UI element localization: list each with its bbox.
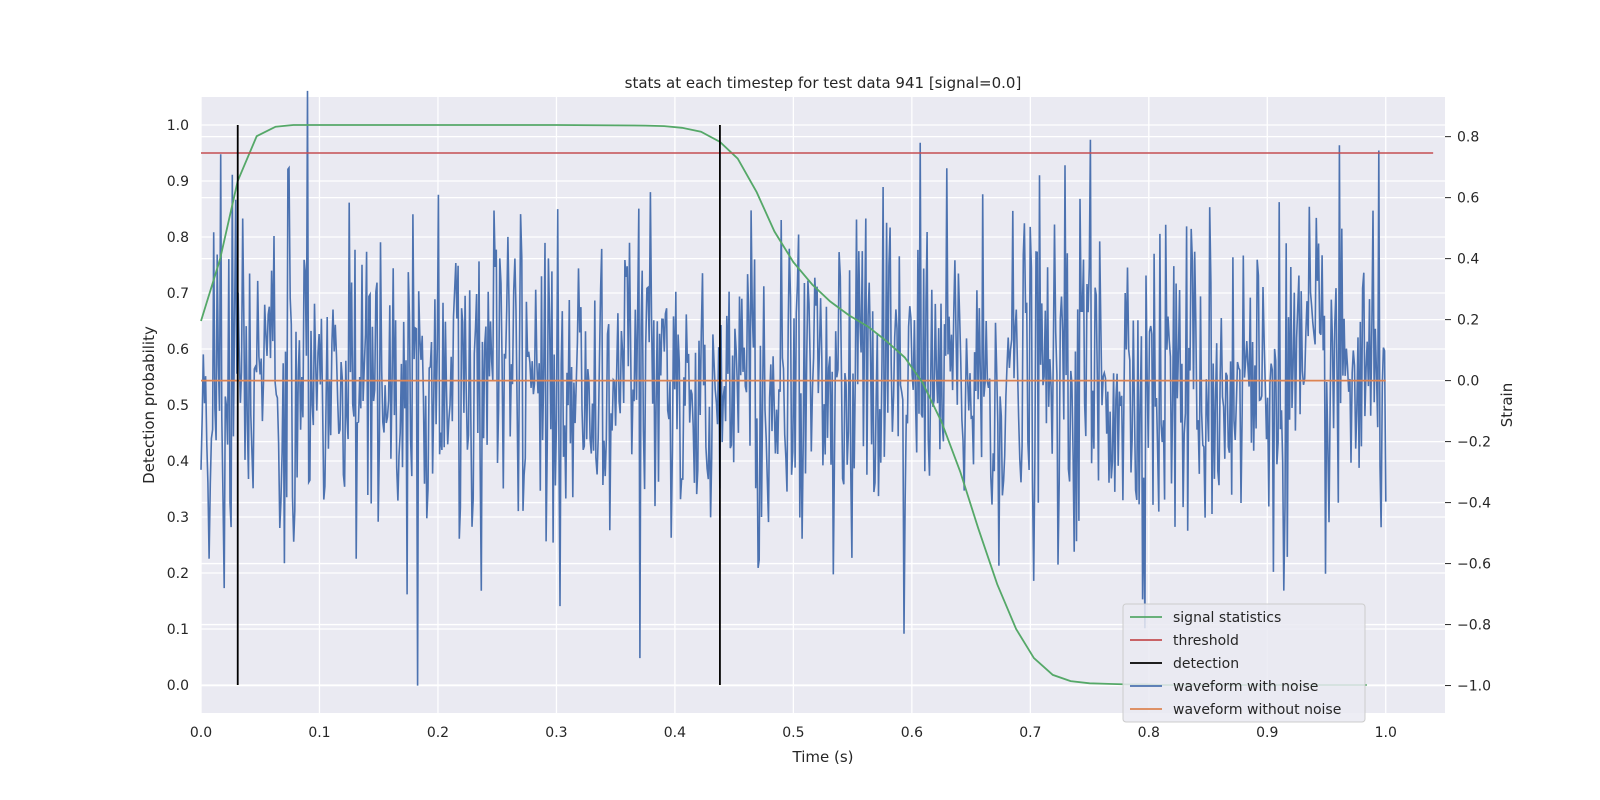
y2-tick-label: 0.8 [1457,130,1479,146]
ticks-layer: 0.0 0.1 0.2 0.3 0.4 0.5 0.6 0.7 0.8 0.9 1.0 0.0 0.1 0… [167,118,1491,741]
x-tick-label: 0.7 [1019,725,1041,741]
y2-tick-label: −0.4 [1457,496,1491,512]
x-tick-label: 0.8 [1138,725,1160,741]
legend-label-waveform-with-noise: waveform with noise [1173,679,1318,695]
legend-label-signal-statistics: signal statistics [1173,610,1281,626]
y-tick-label: 1.0 [167,118,189,134]
y-tick-label: 0.3 [167,510,189,526]
y2-tick-label: 0.2 [1457,313,1479,329]
y-tick-label: 0.5 [167,398,189,414]
y-tick-label: 0.8 [167,230,189,246]
y-tick-label: 0.7 [167,286,189,302]
y-tick-label: 0.4 [167,454,189,470]
x-tick-label: 0.2 [427,725,449,741]
y-tick-label: 0.0 [167,678,189,694]
y-tick-label: 0.9 [167,174,189,190]
y2-tick-label: −0.2 [1457,435,1491,451]
y2-tick-label: −1.0 [1457,679,1491,695]
x-tick-label: 0.5 [782,725,804,741]
x-tick-label: 0.9 [1256,725,1278,741]
y2-tick-label: −0.6 [1457,557,1491,573]
x-axis-label: Time (s) [792,748,854,766]
legend-label-detection: detection [1173,656,1239,672]
y-axis-label: Detection probability [140,326,158,484]
y2-tick-label: −0.8 [1457,618,1491,634]
waveform-with-noise-line [200,90,1387,686]
legend-box [1122,603,1366,723]
legend-label-waveform-without-noise: waveform without noise [1173,702,1341,718]
x-tick-label: 0.0 [190,725,212,741]
y-tick-label: 0.6 [167,342,189,358]
x-tick-label: 1.0 [1375,725,1397,741]
legend: signal statistics threshold detection wa… [1122,603,1366,723]
y-tick-label: 0.2 [167,566,189,582]
legend-label-threshold: threshold [1173,633,1239,649]
y-tick-label: 0.1 [167,622,189,638]
y2-tick-label: 0.6 [1457,191,1479,207]
x-tick-label: 0.6 [901,725,923,741]
x-tick-label: 0.4 [664,725,686,741]
y2-axis-label: Strain [1498,383,1516,427]
x-tick-label: 0.1 [308,725,330,741]
y2-tick-label: 0.4 [1457,252,1479,268]
y2-tick-label: 0.0 [1457,374,1479,390]
chart-title: stats at each timestep for test data 941… [625,74,1022,92]
x-tick-label: 0.3 [545,725,567,741]
